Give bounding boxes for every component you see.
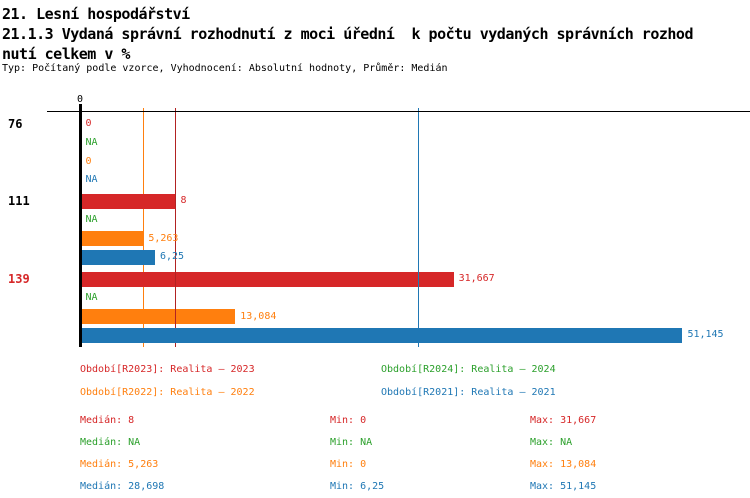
- bar-R2022: [81, 231, 144, 247]
- legend-item-R2024: Období[R2024]: Realita – 2024: [381, 364, 556, 375]
- value-label-R2022: 5,263: [148, 232, 179, 244]
- bar-R2021: [81, 249, 155, 265]
- stat-min-R2021: Min: 6,25: [330, 480, 385, 492]
- stat-median-R2022: Medián: 5,263: [80, 459, 159, 470]
- stat-max-R2021: Max: 51,145: [530, 480, 597, 492]
- median-line-R2021: [417, 108, 420, 347]
- value-label-R2024: NA: [85, 291, 98, 303]
- bar-R2021: [81, 327, 683, 343]
- stat-max-R2022: Max: 13,084: [530, 459, 597, 470]
- median-line-R2023: [174, 108, 177, 347]
- value-label-R2021: 6,25: [159, 251, 185, 263]
- stat-max-R2023: Max: 31,667: [530, 415, 597, 426]
- bar-R2023: [81, 271, 454, 287]
- y-axis-line: [78, 104, 82, 347]
- value-label-R2024: NA: [85, 136, 98, 148]
- report-chapter-title: 21. Lesní hospodářství: [2, 5, 190, 23]
- bar-R2023: [81, 193, 176, 209]
- value-label-R2024: NA: [85, 213, 98, 225]
- value-label-R2023: 8: [180, 195, 187, 206]
- report-meta-line: Typ: Počítaný podle vzorce, Vyhodnocení:…: [2, 63, 448, 74]
- legend-item-R2023: Období[R2023]: Realita – 2023: [80, 364, 255, 375]
- value-label-R2021: NA: [85, 174, 98, 186]
- value-label-R2022: 0: [85, 155, 92, 167]
- stat-min-R2022: Min: 0: [330, 459, 367, 470]
- x-axis-tick-label: 0: [76, 94, 84, 105]
- legend-item-R2021: Období[R2021]: Realita – 2021: [381, 386, 556, 398]
- group-label-139: 139: [8, 272, 30, 286]
- report-indicator-title-line1: 21.1.3 Vydaná správní rozhodnutí z moci …: [2, 25, 694, 43]
- group-label-111: 111: [8, 194, 30, 208]
- value-label-R2021: 51,145: [687, 329, 724, 341]
- report-indicator-title-line2: nutí celkem v %: [2, 45, 130, 63]
- median-line-R2022: [142, 108, 145, 347]
- group-label-76: 76: [8, 117, 23, 131]
- stat-min-R2024: Min: NA: [330, 437, 373, 448]
- legend-item-R2022: Období[R2022]: Realita – 2022: [80, 386, 255, 398]
- value-label-R2023: 31,667: [458, 273, 495, 284]
- stat-median-R2024: Medián: NA: [80, 437, 141, 448]
- value-label-R2023: 0: [85, 118, 92, 129]
- stat-min-R2023: Min: 0: [330, 415, 367, 426]
- stat-median-R2023: Medián: 8: [80, 415, 135, 426]
- stat-max-R2024: Max: NA: [530, 437, 573, 448]
- value-label-R2022: 13,084: [240, 310, 277, 322]
- stat-median-R2021: Medián: 28,698: [80, 480, 165, 492]
- bar-R2022: [81, 309, 236, 325]
- x-axis-line: [47, 111, 750, 112]
